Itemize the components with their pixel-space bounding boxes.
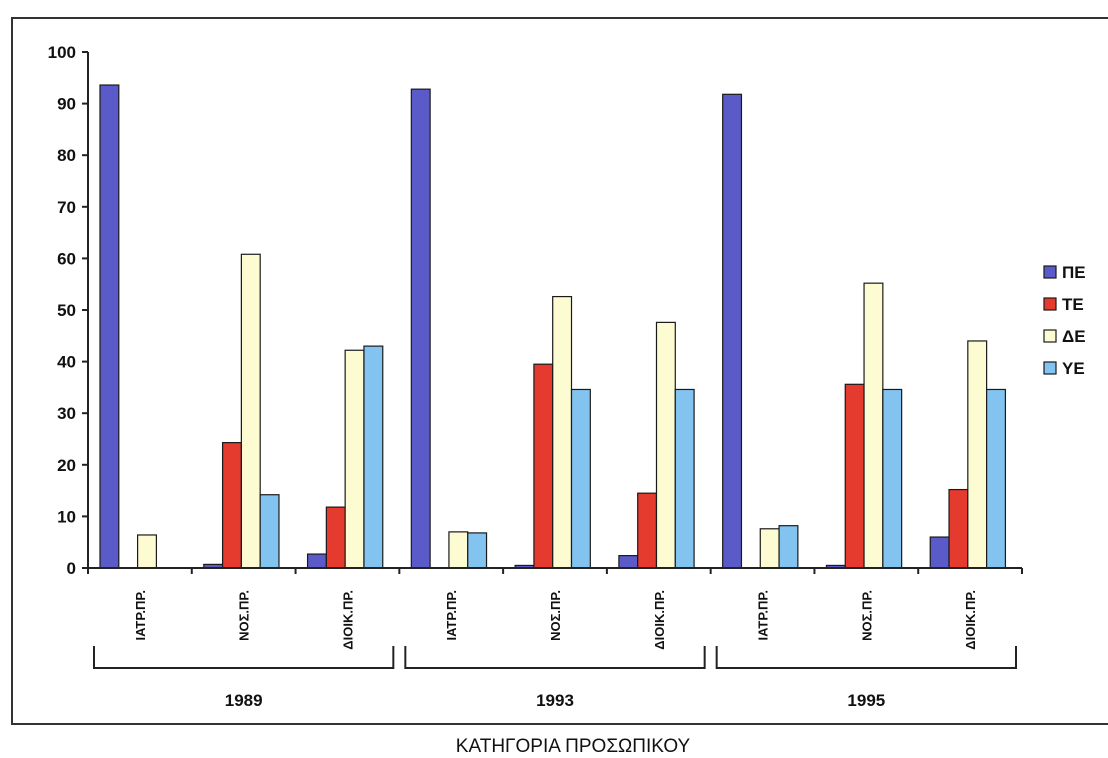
bar bbox=[637, 492, 658, 569]
bar bbox=[778, 525, 799, 569]
x-axis: ΙΑΤΡ.ΠΡ. ΝΟΣ.ΠΡ. ΔΙΟΙΚ.ΠΡ. ΙΑΤΡ.ΠΡ. ΝΟΣ.ΠΡ. Δ… bbox=[87, 567, 1023, 710]
bar bbox=[863, 282, 884, 569]
group-label: 1989 bbox=[225, 691, 263, 710]
category-label: ΔΙΟΙΚ.ΠΡ. bbox=[963, 590, 978, 650]
bar bbox=[99, 84, 120, 569]
category-label: ΝΟΣ.ΠΡ. bbox=[548, 590, 563, 641]
legend-label: ΥΕ bbox=[1062, 359, 1085, 378]
y-tick-label: 100 bbox=[48, 43, 76, 62]
y-tick-label: 90 bbox=[57, 95, 76, 114]
category-label: ΙΑΤΡ.ΠΡ. bbox=[444, 590, 459, 641]
bar bbox=[363, 345, 384, 569]
bar bbox=[882, 388, 903, 569]
group-bracket bbox=[404, 646, 706, 669]
x-axis-title: ΚΑΤΗΓΟΡΙΑ ΠΡΟΣΩΠΙΚΟΥ bbox=[456, 736, 691, 757]
bar bbox=[221, 442, 242, 569]
group-label: 1993 bbox=[536, 691, 574, 710]
bar bbox=[967, 340, 988, 569]
bar bbox=[655, 321, 676, 569]
y-tick-label: 80 bbox=[57, 146, 76, 165]
legend-swatch bbox=[1043, 329, 1057, 343]
bar bbox=[986, 388, 1007, 569]
bar bbox=[570, 388, 591, 569]
category-label: ΙΑΤΡ.ΠΡ. bbox=[133, 590, 148, 641]
bar bbox=[844, 383, 865, 569]
y-tick-label: 50 bbox=[57, 301, 76, 320]
legend-swatch bbox=[1043, 265, 1057, 279]
y-tick-label: 0 bbox=[67, 559, 76, 578]
y-tick-label: 60 bbox=[57, 249, 76, 268]
category-label: ΔΙΟΙΚ.ΠΡ. bbox=[652, 590, 667, 650]
y-tick-label: 70 bbox=[57, 198, 76, 217]
legend-label: ΤΕ bbox=[1062, 295, 1084, 314]
legend: ΠΕ ΤΕ ΔΕ ΥΕ bbox=[1040, 256, 1108, 396]
bar bbox=[137, 534, 158, 569]
y-tick-label: 10 bbox=[57, 507, 76, 526]
bar bbox=[929, 536, 950, 569]
bar bbox=[240, 253, 261, 569]
y-tick-label: 20 bbox=[57, 456, 76, 475]
bar bbox=[759, 528, 780, 569]
bar bbox=[722, 93, 743, 569]
bar bbox=[344, 349, 365, 569]
bar bbox=[552, 295, 573, 569]
group-label: 1995 bbox=[847, 691, 885, 710]
y-tick-label: 30 bbox=[57, 404, 76, 423]
legend-swatch bbox=[1043, 297, 1057, 311]
bar bbox=[448, 531, 469, 569]
bar bbox=[948, 488, 969, 569]
category-label: ΝΟΣ.ΠΡ. bbox=[859, 590, 874, 641]
bar bbox=[325, 506, 346, 569]
category-label: ΙΑΤΡ.ΠΡ. bbox=[756, 590, 771, 641]
bar bbox=[674, 388, 695, 569]
legend-swatch bbox=[1043, 361, 1057, 375]
y-tick-label: 40 bbox=[57, 353, 76, 372]
group-bracket bbox=[715, 646, 1017, 669]
bar bbox=[533, 363, 554, 569]
category-label: ΝΟΣ.ΠΡ. bbox=[237, 590, 252, 641]
group-bracket bbox=[93, 646, 395, 669]
bar bbox=[259, 494, 280, 569]
bar bbox=[306, 553, 327, 569]
bar bbox=[410, 88, 431, 569]
bar bbox=[467, 532, 488, 569]
y-axis: 0 10 20 30 40 50 60 70 80 90 100 bbox=[48, 43, 89, 578]
bars bbox=[99, 84, 1007, 569]
category-label: ΔΙΟΙΚ.ΠΡ. bbox=[340, 590, 355, 650]
bar bbox=[618, 555, 639, 569]
legend-label: ΔΕ bbox=[1062, 327, 1086, 346]
legend-label: ΠΕ bbox=[1062, 263, 1086, 282]
